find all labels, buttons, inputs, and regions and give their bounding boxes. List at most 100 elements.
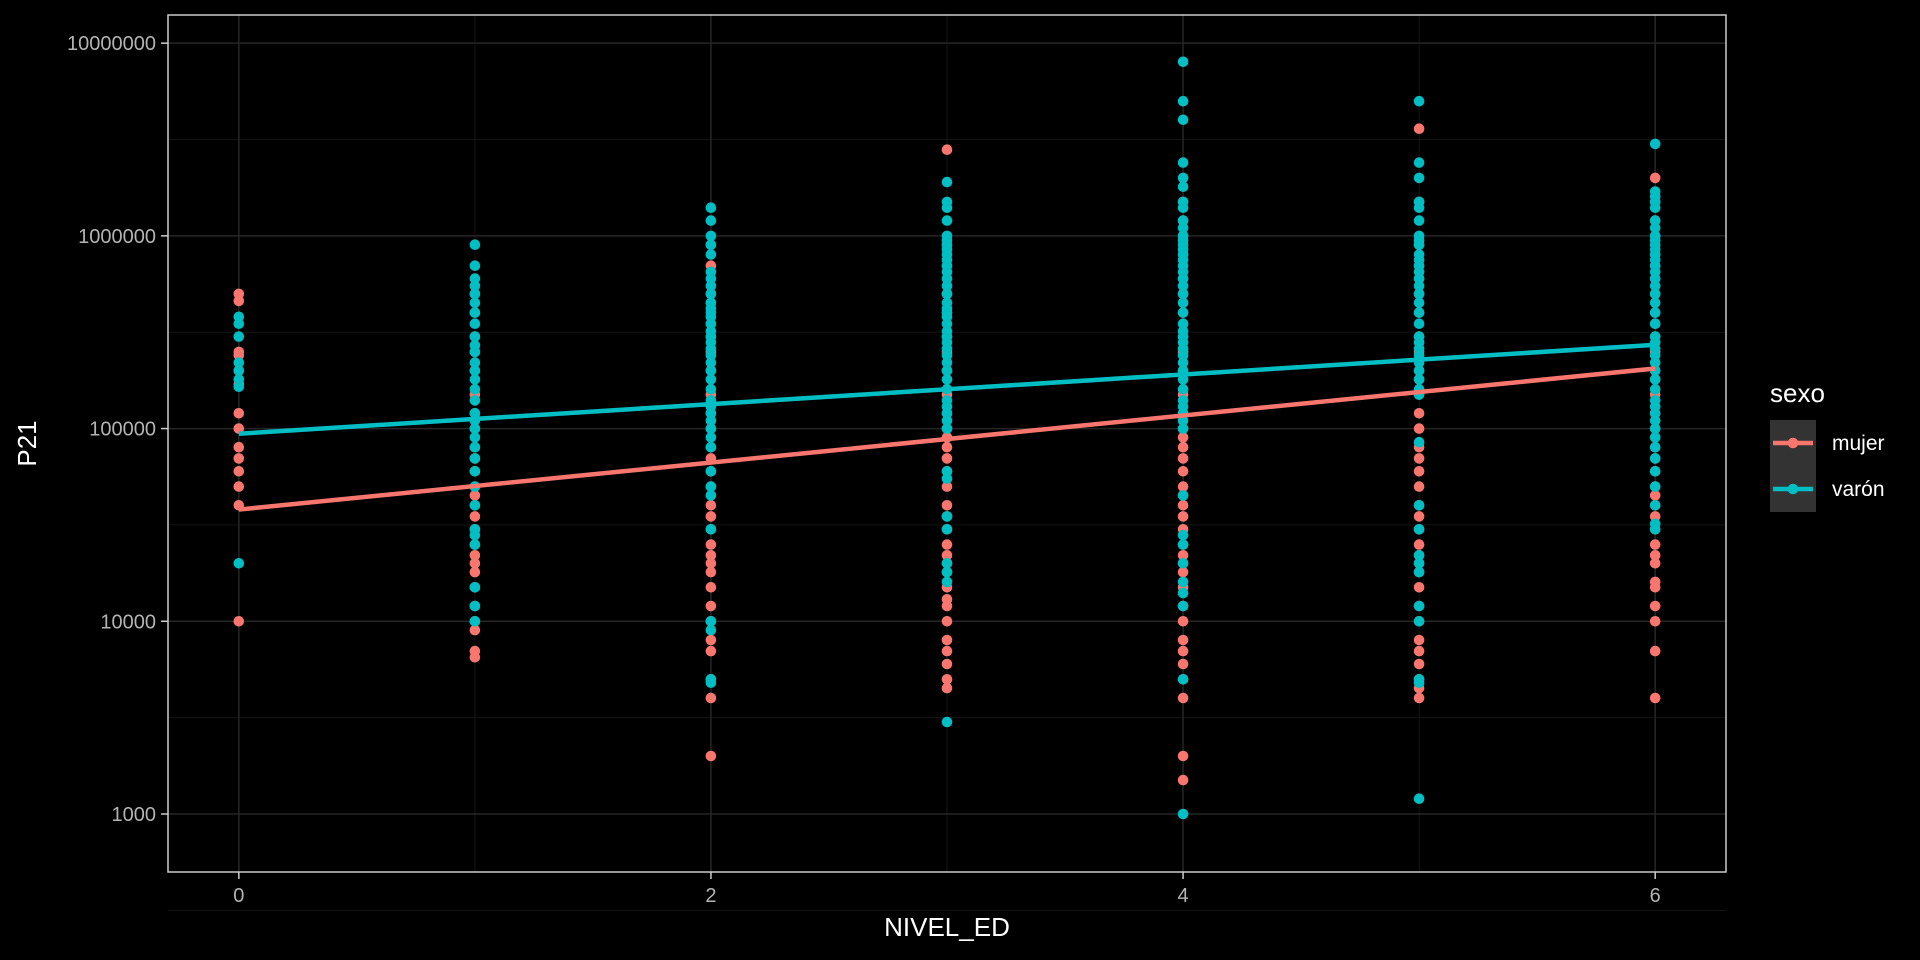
point-varon <box>1649 202 1661 213</box>
legend-title: sexo <box>1770 378 1825 408</box>
point-varon <box>1413 550 1425 561</box>
point-mujer <box>941 550 953 561</box>
point-varon <box>1649 318 1661 330</box>
point-varon <box>941 350 953 361</box>
point-varon <box>1413 215 1425 226</box>
point-varon <box>1649 374 1661 385</box>
point-varon <box>1413 500 1425 511</box>
point-mujer <box>941 453 953 464</box>
point-mujer <box>941 682 953 694</box>
point-mujer <box>705 558 717 569</box>
point-varon <box>1177 383 1189 395</box>
point-varon <box>469 346 481 358</box>
point-mujer <box>941 634 953 646</box>
point-varon <box>1177 280 1189 292</box>
point-varon <box>705 239 717 250</box>
point-varon <box>1177 172 1189 184</box>
point-mujer <box>1413 453 1425 464</box>
point-mujer <box>1649 550 1661 561</box>
point-varon <box>1649 297 1661 309</box>
point-varon <box>1413 600 1425 612</box>
point-varon <box>941 511 953 522</box>
point-varon <box>233 357 245 368</box>
point-varon <box>1177 808 1189 820</box>
point-mujer <box>941 674 953 685</box>
point-varon <box>705 432 717 443</box>
point-varon <box>705 481 717 492</box>
point-varon <box>469 423 481 434</box>
fit-lines <box>238 342 1656 512</box>
point-mujer <box>1177 774 1189 786</box>
point-mujer <box>233 441 245 453</box>
point-varon <box>941 466 953 477</box>
point-varon <box>1177 576 1189 588</box>
point-varon <box>705 415 717 426</box>
y-axis: 1000 10000 100000 1000000 10000000 <box>67 33 168 826</box>
point-varon <box>1413 95 1425 107</box>
point-varon <box>1177 288 1189 300</box>
point-varon <box>1177 318 1189 330</box>
point-varon <box>941 215 953 226</box>
point-varon <box>1649 273 1661 284</box>
point-varon <box>941 566 953 578</box>
point-mujer <box>1177 692 1189 704</box>
point-varon <box>469 260 481 272</box>
point-mujer <box>705 645 717 657</box>
point-varon <box>1177 529 1189 541</box>
point-varon <box>233 374 245 385</box>
point-varon <box>469 408 481 419</box>
point-mujer <box>1413 466 1425 477</box>
point-varon <box>705 383 717 395</box>
point-varon <box>233 558 245 569</box>
y-tick-label: 10000000 <box>67 33 156 55</box>
legend-items: mujer varón <box>1770 420 1885 512</box>
point-varon <box>1177 423 1189 434</box>
point-mujer <box>1649 511 1661 522</box>
point-varon <box>469 297 481 309</box>
point-varon <box>469 582 481 593</box>
point-varon <box>469 280 481 292</box>
point-mujer <box>469 550 481 561</box>
point-varon <box>1177 539 1189 550</box>
x-tick-label: 0 <box>233 885 244 907</box>
point-varon <box>1177 600 1189 612</box>
point-varon <box>1177 490 1189 501</box>
point-mujer <box>941 500 953 511</box>
point-varon <box>941 357 953 368</box>
point-varon <box>1649 415 1661 426</box>
point-varon <box>1649 500 1661 511</box>
point-varon <box>1413 280 1425 292</box>
point-mujer <box>1177 432 1189 443</box>
point-mujer <box>1649 600 1661 612</box>
point-varon <box>469 239 481 250</box>
point-mujer <box>941 481 953 492</box>
point-varon <box>1649 222 1661 234</box>
y-tick-label: 10000 <box>100 611 156 633</box>
point-varon <box>705 318 717 330</box>
point-varon <box>233 381 245 393</box>
point-mujer <box>1177 453 1189 464</box>
point-mujer <box>1177 441 1189 453</box>
point-mujer <box>1649 539 1661 550</box>
point-varon <box>1177 202 1189 213</box>
point-varon <box>1177 157 1189 168</box>
point-varon <box>705 249 717 260</box>
point-mujer <box>705 692 717 704</box>
point-varon <box>705 357 717 368</box>
legend: sexo mujer varón <box>1770 378 1885 512</box>
point-varon <box>1413 616 1425 627</box>
point-mujer <box>1649 582 1661 593</box>
point-varon <box>1649 453 1661 464</box>
point-mujer <box>469 566 481 578</box>
point-varon <box>941 524 953 535</box>
point-varon <box>1413 307 1425 318</box>
point-varon <box>941 473 953 484</box>
point-varon <box>1413 288 1425 300</box>
point-mujer <box>1177 500 1189 511</box>
x-tick-label: 4 <box>1177 885 1188 907</box>
point-varon <box>469 307 481 318</box>
point-varon <box>469 600 481 612</box>
point-varon <box>705 350 717 361</box>
